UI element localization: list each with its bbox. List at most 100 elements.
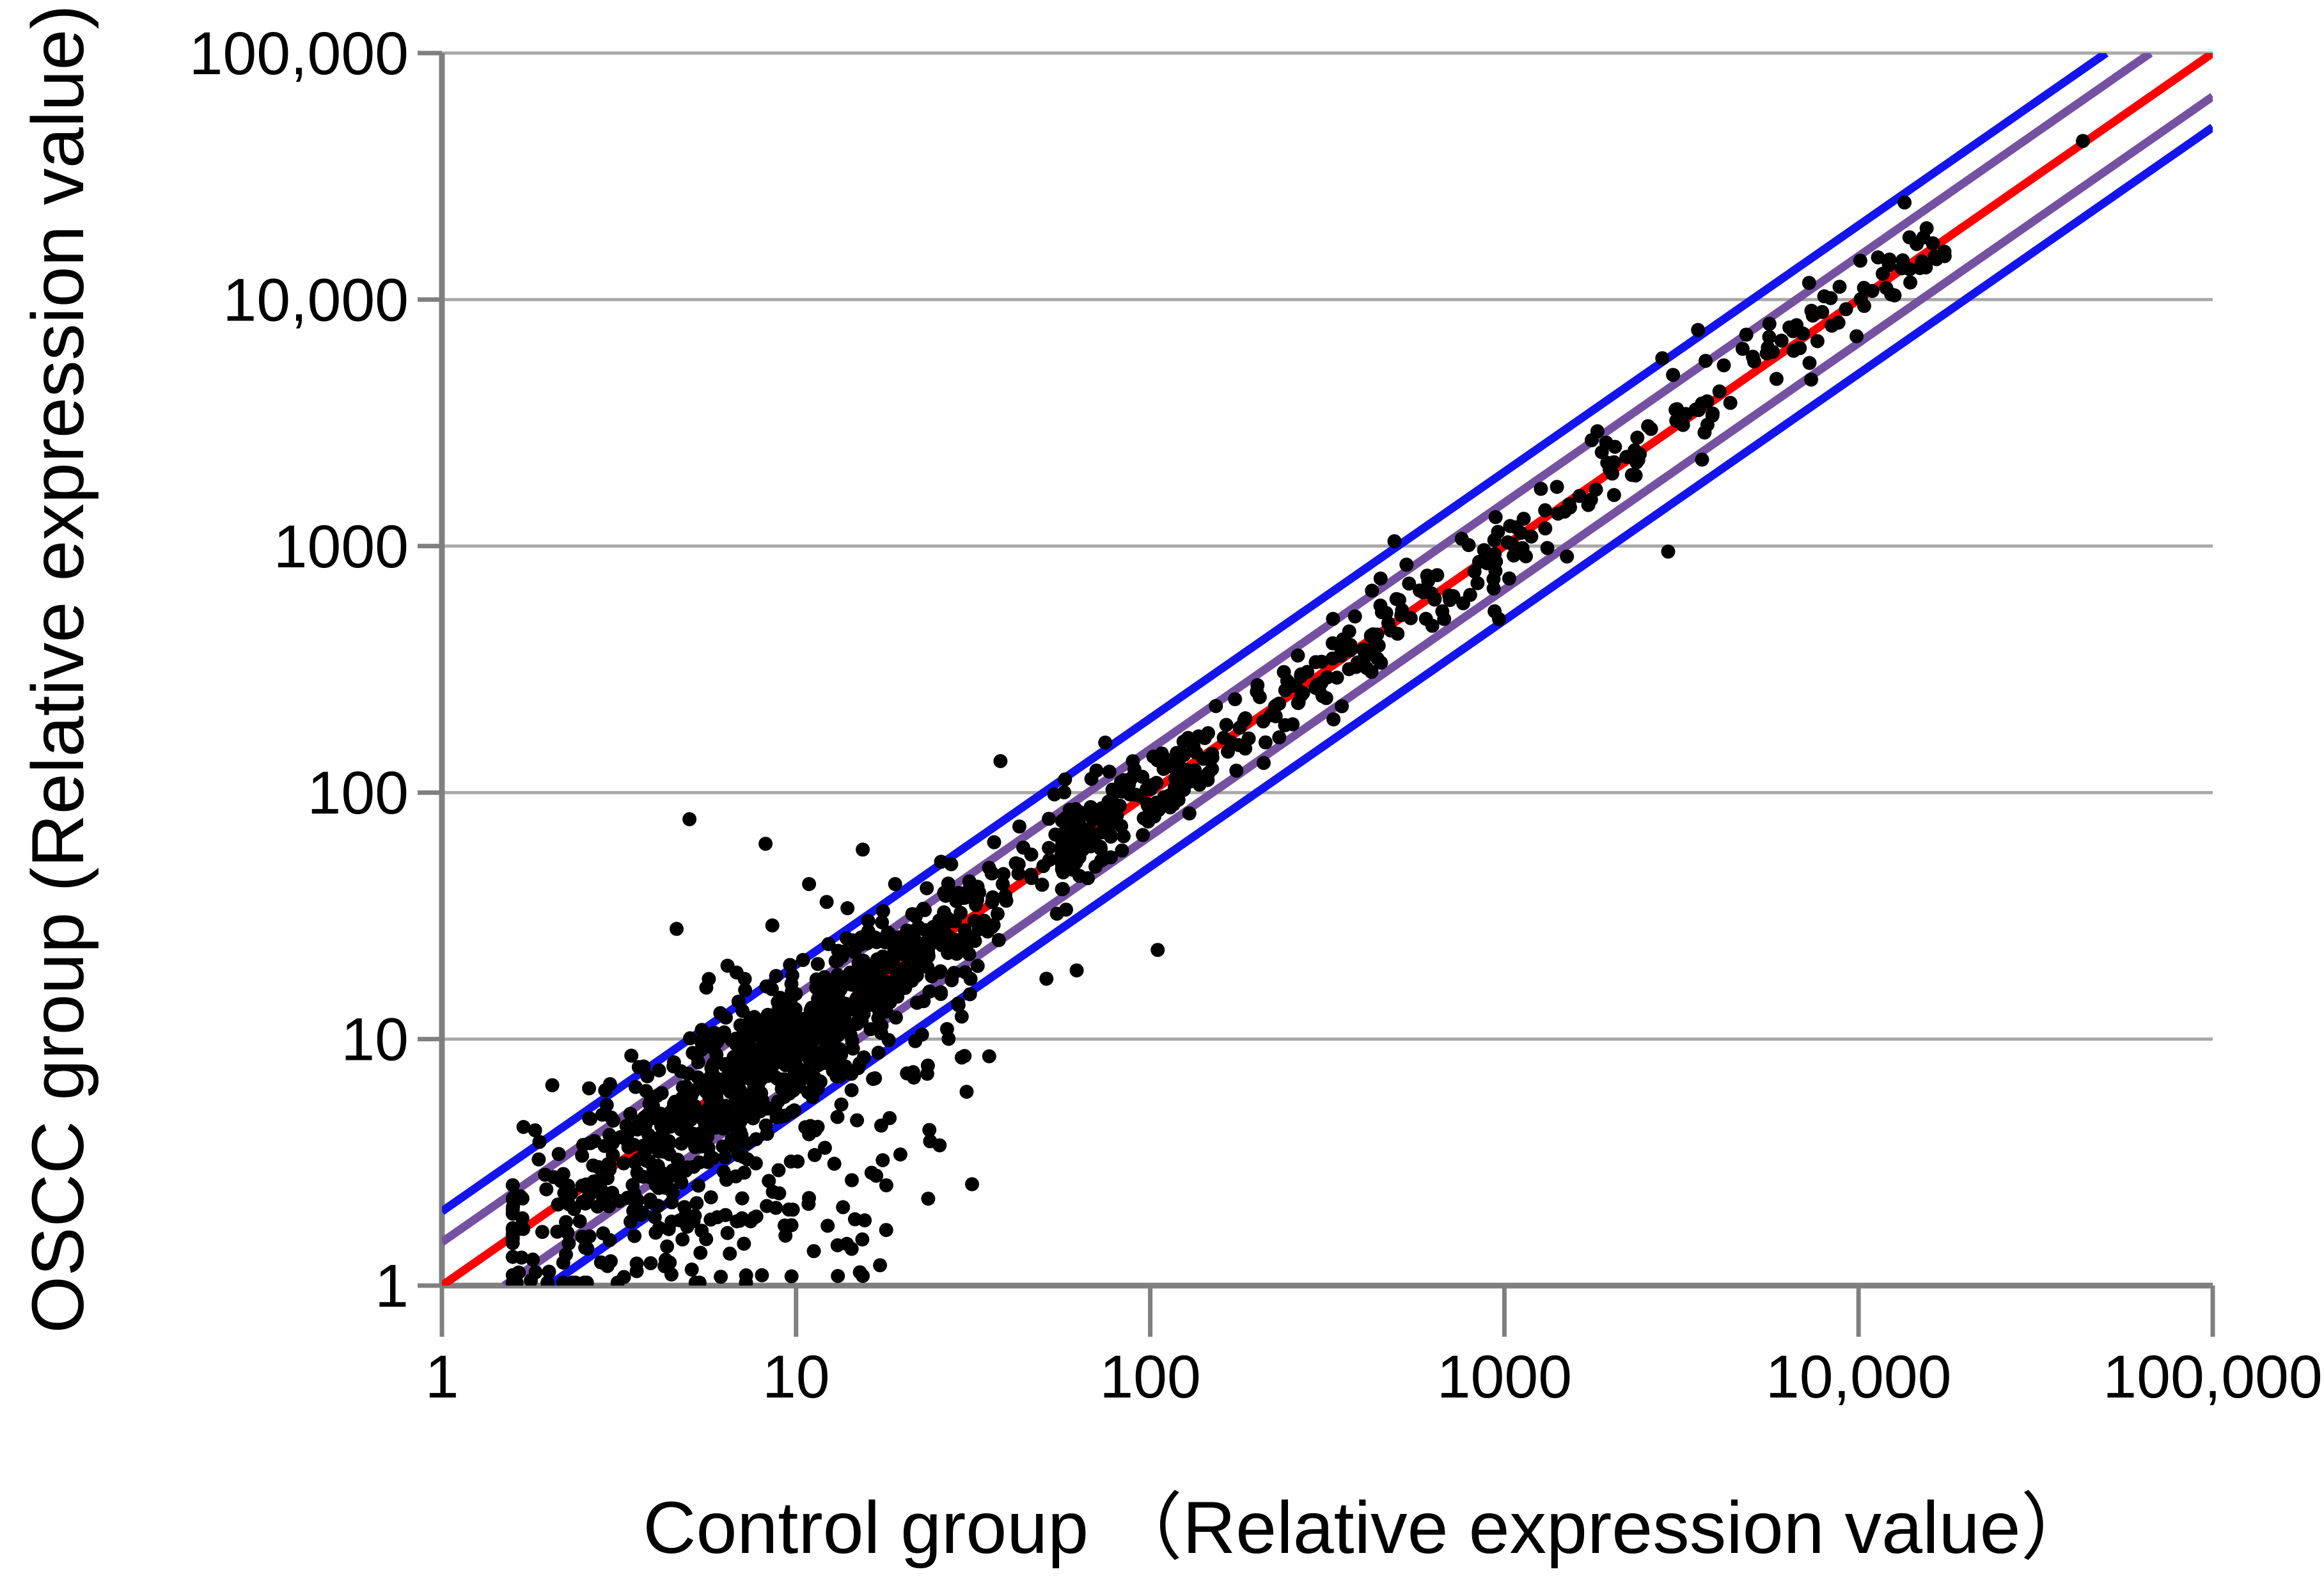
data-point bbox=[691, 1178, 705, 1193]
y-tick-label: 100,000 bbox=[189, 20, 409, 88]
data-point bbox=[602, 1199, 616, 1213]
data-point bbox=[684, 1262, 699, 1277]
data-point bbox=[737, 972, 752, 986]
data-point bbox=[648, 1225, 663, 1240]
data-point bbox=[1882, 252, 1897, 267]
data-point bbox=[610, 1275, 625, 1286]
data-point bbox=[822, 989, 836, 1004]
data-point bbox=[559, 1215, 573, 1229]
data-point bbox=[1069, 802, 1083, 816]
data-point bbox=[735, 1097, 750, 1112]
data-point bbox=[1039, 972, 1054, 986]
data-point bbox=[718, 1208, 733, 1222]
x-tick-label: 1 bbox=[425, 1343, 459, 1411]
data-point bbox=[1599, 436, 1613, 450]
data-point bbox=[2076, 134, 2090, 148]
data-point bbox=[1314, 675, 1329, 690]
y-axis-tick-labels: 1 10 100 1000 10,000 100,000 bbox=[189, 20, 409, 1320]
data-point bbox=[575, 1148, 590, 1163]
data-point bbox=[1335, 699, 1349, 714]
data-point bbox=[923, 1134, 938, 1149]
data-point bbox=[1314, 654, 1329, 669]
data-point bbox=[716, 1121, 730, 1136]
data-point bbox=[650, 1158, 665, 1173]
data-point bbox=[1810, 334, 1825, 349]
data-point bbox=[1902, 230, 1917, 245]
data-point bbox=[865, 991, 880, 1005]
data-point bbox=[664, 1267, 679, 1282]
data-point bbox=[898, 981, 913, 995]
data-point bbox=[1774, 333, 1789, 348]
data-point bbox=[1136, 828, 1150, 842]
data-point bbox=[625, 1177, 640, 1192]
data-point bbox=[1560, 549, 1574, 564]
data-point bbox=[879, 1223, 893, 1238]
data-point bbox=[680, 1219, 695, 1234]
data-point bbox=[774, 1048, 789, 1062]
data-point bbox=[532, 1135, 547, 1149]
data-point bbox=[542, 1264, 556, 1279]
data-point bbox=[1489, 555, 1504, 569]
data-point bbox=[1919, 221, 1934, 235]
data-point bbox=[1505, 537, 1519, 551]
data-point bbox=[636, 1169, 650, 1184]
data-point bbox=[791, 1032, 806, 1046]
data-point bbox=[1356, 642, 1370, 657]
data-point bbox=[586, 1174, 601, 1189]
data-point bbox=[998, 888, 1012, 903]
data-point bbox=[806, 1055, 820, 1069]
data-point bbox=[920, 881, 934, 895]
data-point bbox=[810, 957, 825, 972]
data-point bbox=[1392, 593, 1406, 608]
data-point bbox=[1688, 402, 1703, 417]
data-point bbox=[767, 1036, 782, 1050]
data-point bbox=[1085, 812, 1100, 826]
data-point bbox=[762, 1174, 776, 1188]
data-point bbox=[741, 1018, 755, 1032]
data-point bbox=[859, 980, 874, 995]
data-point bbox=[677, 1200, 692, 1215]
data-point bbox=[915, 1027, 929, 1042]
data-point bbox=[1538, 521, 1553, 536]
data-point bbox=[723, 1075, 738, 1090]
data-point bbox=[803, 1119, 818, 1133]
data-point bbox=[1723, 395, 1738, 410]
data-point bbox=[1403, 611, 1418, 626]
data-point bbox=[703, 1190, 718, 1204]
data-point bbox=[938, 934, 953, 949]
data-point bbox=[1150, 943, 1165, 957]
data-point bbox=[1209, 698, 1223, 713]
data-point bbox=[1364, 665, 1379, 679]
data-point bbox=[1102, 764, 1117, 779]
data-point bbox=[856, 1268, 870, 1283]
data-point bbox=[1926, 236, 1940, 251]
data-point bbox=[539, 1182, 554, 1197]
data-point bbox=[675, 1232, 690, 1247]
data-point bbox=[1058, 772, 1072, 787]
data-point bbox=[729, 1036, 744, 1050]
data-point bbox=[1789, 318, 1804, 333]
data-point bbox=[987, 835, 1001, 849]
data-point bbox=[1065, 862, 1080, 877]
data-point bbox=[702, 972, 716, 986]
data-point bbox=[854, 1008, 868, 1023]
data-point bbox=[748, 1091, 762, 1106]
data-point bbox=[753, 1030, 768, 1044]
data-point bbox=[1761, 340, 1775, 355]
data-point bbox=[1325, 636, 1340, 650]
data-point bbox=[1802, 356, 1817, 370]
data-point bbox=[977, 913, 991, 928]
data-point bbox=[1156, 762, 1171, 776]
data-point bbox=[888, 877, 902, 892]
data-point bbox=[723, 1247, 737, 1261]
data-point bbox=[1250, 678, 1265, 693]
data-point bbox=[720, 1225, 735, 1240]
data-point bbox=[647, 1210, 662, 1224]
data-point bbox=[879, 1178, 893, 1193]
data-point bbox=[990, 906, 1005, 921]
data-point bbox=[1839, 302, 1853, 317]
data-point bbox=[705, 1041, 720, 1055]
data-point bbox=[1524, 529, 1539, 544]
data-point bbox=[735, 1191, 750, 1206]
data-point bbox=[658, 1133, 673, 1147]
